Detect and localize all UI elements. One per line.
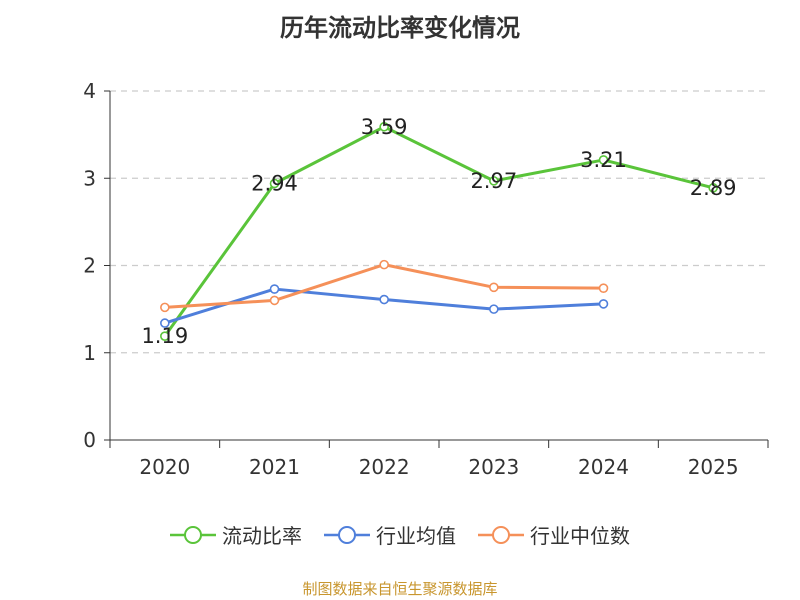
data-label: 2.94	[251, 171, 298, 195]
data-label: 3.21	[580, 148, 627, 172]
series-line	[163, 125, 714, 338]
source-note: 制图数据来自恒生聚源数据库	[302, 580, 498, 598]
legend-item-current-ratio[interactable]: 流动比率	[170, 520, 302, 549]
y-tick-label: 0	[83, 428, 96, 452]
data-label: 2.89	[690, 176, 737, 200]
data-point	[269, 295, 280, 306]
data-label: 1.19	[141, 324, 188, 348]
data-label: 2.97	[470, 169, 517, 193]
data-point	[598, 283, 609, 293]
legend-item-industry-median[interactable]: 行业中位数	[478, 520, 630, 549]
x-tick-label: 2024	[578, 455, 629, 479]
data-point	[269, 284, 280, 294]
series-line	[164, 287, 604, 325]
data-point	[379, 121, 389, 132]
x-tick-label: 2023	[468, 455, 519, 479]
legend-item-industry-mean[interactable]: 行业均值	[324, 520, 456, 549]
axes: 0 1 2 3 4 2020 2021 2022 2023 2024 2025	[83, 79, 769, 479]
y-tick-label: 3	[83, 166, 96, 190]
data-point	[598, 299, 609, 309]
data-point	[489, 304, 499, 314]
y-tick-label: 2	[83, 254, 96, 278]
data-point	[160, 331, 170, 341]
data-point	[489, 282, 499, 293]
data-point	[708, 183, 718, 193]
data-point	[379, 259, 389, 270]
data-point	[269, 178, 280, 189]
y-tick-label: 1	[83, 341, 96, 365]
x-tick-label: 2025	[688, 455, 739, 479]
chart-title: 历年流动比率变化情况	[280, 14, 520, 42]
data-point	[160, 302, 170, 313]
legend-line-green-icon	[170, 525, 216, 544]
x-tick-label: 2022	[359, 455, 410, 479]
data-point	[598, 155, 609, 165]
data-point	[379, 294, 389, 305]
x-tick-label: 2021	[249, 455, 300, 479]
legend-line-orange-icon	[478, 525, 524, 544]
legend: 流动比率 行业均值 行业中位数	[0, 520, 800, 549]
data-label: 3.59	[361, 115, 408, 139]
series-layer	[160, 121, 718, 341]
legend-label: 行业均值	[376, 524, 456, 548]
legend-label: 行业中位数	[530, 524, 630, 548]
data-point	[489, 176, 499, 186]
grid-lines	[110, 90, 768, 354]
y-tick-label: 4	[83, 79, 96, 103]
legend-line-blue-icon	[324, 525, 370, 544]
data-labels: 1.19 2.94 3.59 2.97 3.21 2.89	[141, 115, 736, 348]
data-point	[160, 318, 170, 328]
legend-label: 流动比率	[222, 524, 302, 548]
x-tick-label: 2020	[139, 455, 190, 479]
